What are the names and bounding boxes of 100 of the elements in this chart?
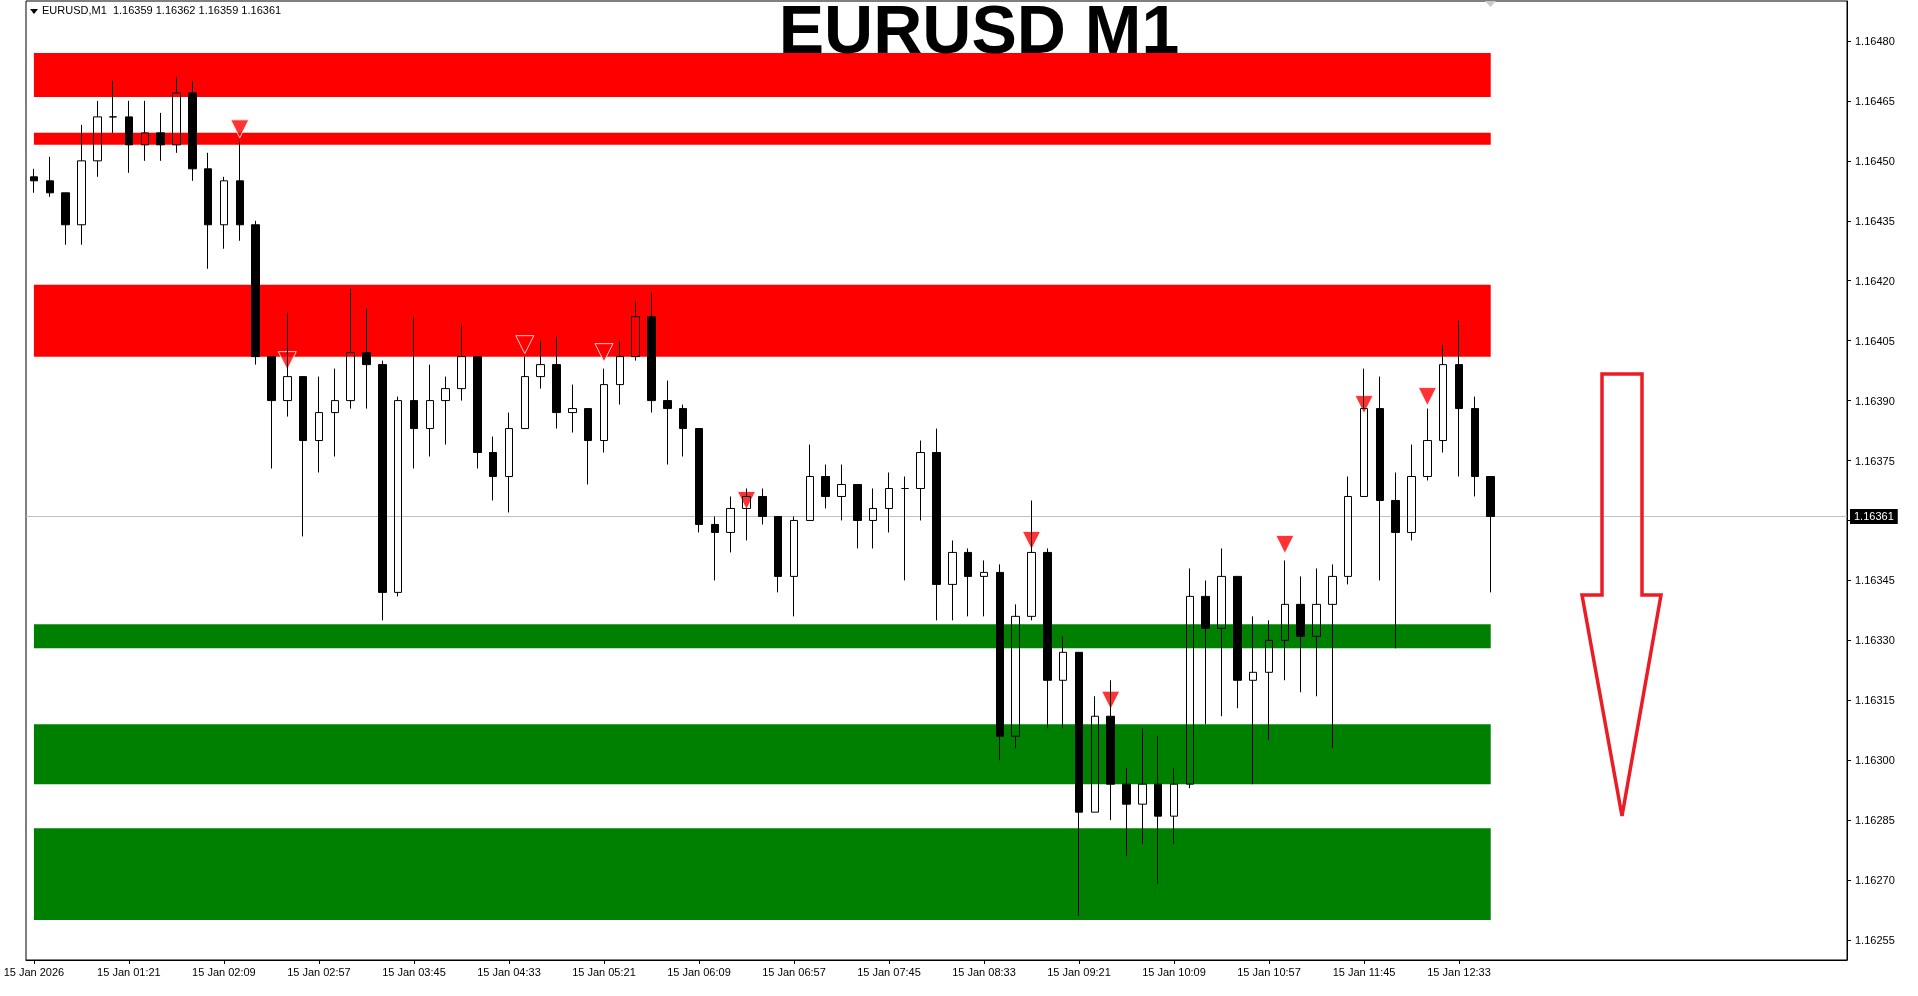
x-tick-label: 15 Jan 04:33 [477,965,541,978]
x-tick-label: 15 Jan 01:21 [97,965,161,978]
candlestick [188,80,197,182]
candlestick [1391,472,1400,649]
candlestick [853,484,862,549]
candlestick [774,515,782,593]
x-tick-label: 15 Jan 02:09 [192,965,256,978]
y-tick-label: 1.16270 [1855,874,1895,887]
x-tick-label: 15 Jan 06:09 [667,965,731,978]
candlestick [996,563,1004,761]
candlestick [1423,408,1432,481]
candlestick [141,100,149,162]
candlestick [315,376,323,474]
candlestick [980,559,988,617]
annotation: EURUSD,M1 1.16359 1.16362 1.16359 1.16361 [42,3,282,16]
y-tick-label: 1.16405 [1855,334,1895,347]
candlestick [679,404,687,458]
candlestick [1265,619,1273,741]
candlestick [821,464,830,509]
candlestick [552,336,561,430]
candlestick [758,487,767,525]
x-tick-label: 15 Jan 02:57 [287,965,351,978]
ref-line-label: 1.16361 [1854,510,1894,523]
y-tick-label: 1.16315 [1855,694,1895,707]
candlestick [901,476,909,581]
candlestick [457,324,466,402]
candlestick [1281,559,1289,681]
candlestick [410,316,418,470]
candlestick [711,515,719,581]
candlestick [1186,567,1194,789]
candlestick [600,368,608,454]
candlestick [236,140,244,242]
candlestick [331,368,339,458]
candlestick [1122,767,1131,857]
candlestick [1296,575,1305,693]
candlestick [1027,499,1036,621]
candlestick [1249,615,1257,785]
candlestick [489,436,497,501]
candlestick [1439,344,1447,454]
x-tick-label: 15 Jan 11:45 [1332,965,1396,978]
y-tick-label: 1.16330 [1855,634,1895,647]
candlestick [568,384,577,434]
y-tick-label: 1.16435 [1855,214,1895,227]
candlestick [806,444,814,521]
candlestick [441,376,450,446]
y-tick-label: 1.16480 [1855,34,1895,47]
candlestick [695,428,703,533]
candlestick [1407,444,1416,541]
y-tick-label: 1.16420 [1855,274,1895,287]
candlestick [1360,368,1368,497]
candlestick [473,356,482,470]
candlestick [93,100,102,178]
y-tick-label: 1.16345 [1855,574,1895,587]
candlestick [631,300,640,362]
candlestick [378,360,387,621]
candlestick [616,340,624,406]
candlestick [932,428,941,621]
x-tick-label: 15 Jan 10:57 [1237,965,1301,978]
candlestick [1376,376,1384,581]
x-tick-label: 15 Jan 06:57 [762,965,826,978]
candlestick [362,308,371,410]
candlestick [30,168,38,194]
candlestick [837,464,846,521]
candlestick [1106,679,1115,821]
y-tick-label: 1.16255 [1855,934,1895,947]
point [230,119,250,139]
x-tick-label: 15 Jan 2026 [3,965,65,978]
candlestick [346,288,355,410]
candlestick [663,380,672,466]
x-tick-label: 15 Jan 10:09 [1142,965,1206,978]
candlestick [1170,767,1178,845]
candlestick [1059,635,1067,729]
candlestick [1233,575,1242,709]
candlestick [109,80,117,134]
candlestick [46,156,54,198]
point [515,335,535,355]
point [1417,387,1437,407]
x-tick-label: 15 Jan 03:45 [382,965,446,978]
y-tick-label: 1.16390 [1855,394,1895,407]
candlestick [267,356,276,470]
candlestick [1344,476,1352,585]
candlestick [77,124,86,246]
x-tick-label: 15 Jan 09:21 [1047,965,1111,978]
candlestick [220,176,228,250]
candlestick [394,396,402,597]
candlestick [283,312,292,418]
candlestick [1043,547,1052,729]
candlestick [1091,695,1099,813]
candlestick [1486,476,1495,593]
x-tick-label: 15 Jan 08:33 [952,965,1016,978]
candlestick [1328,563,1337,749]
candlestick [1312,567,1321,697]
y-tick-label: 1.16300 [1855,754,1895,767]
candlestick [916,440,925,521]
candlestick [1011,603,1020,749]
candlestick [156,112,165,162]
candlestick [1075,651,1083,917]
x-tick-label: 15 Jan 12:33 [1427,965,1491,978]
point [594,343,614,363]
candlestick [885,472,893,533]
